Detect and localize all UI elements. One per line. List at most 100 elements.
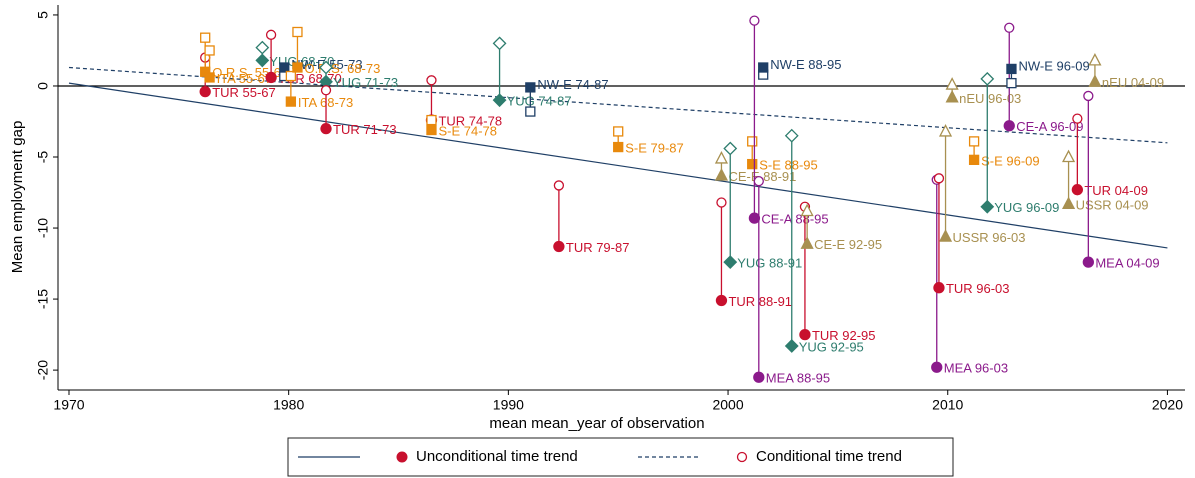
point: [747, 158, 758, 170]
point: [748, 212, 761, 224]
point: [980, 71, 995, 86]
point-label: YUG 74-87: [507, 94, 572, 109]
point-label: NW-E 88-95: [770, 57, 841, 72]
point: [1071, 184, 1084, 196]
point-label: NW-E 74-87: [537, 77, 608, 92]
point: [784, 128, 799, 143]
point-label: S-E 88-95: [759, 158, 818, 173]
point-label: MEA 88-95: [766, 371, 830, 386]
x-tick-label: 1970: [53, 397, 84, 413]
point: [255, 40, 270, 55]
point: [758, 62, 769, 73]
point-label: S-E 79-87: [625, 141, 684, 156]
point: [968, 136, 980, 147]
point-label: NW-E 96-09: [1018, 58, 1089, 73]
point-label: TUR 88-91: [728, 294, 792, 309]
x-tick-label: 1980: [273, 397, 304, 413]
point: [525, 82, 536, 93]
point: [204, 45, 215, 56]
point-label: CE-E 88-91: [728, 169, 796, 184]
point-label: nEU 96-03: [959, 91, 1021, 106]
point: [200, 32, 211, 43]
y-tick-label: 0: [35, 82, 51, 90]
point-label: S-E 96-09: [981, 153, 1040, 168]
trend-line: [68, 82, 1168, 249]
point-label: CE-A 88-95: [761, 212, 828, 227]
point: [800, 236, 814, 249]
point: [492, 36, 507, 51]
point: [800, 203, 814, 217]
point: [319, 60, 333, 75]
x-tick-label: 2010: [932, 397, 963, 413]
point: [945, 77, 959, 90]
y-tick-label: -10: [35, 218, 51, 238]
point: [204, 72, 215, 83]
point: [292, 62, 303, 73]
y-tick-label: -15: [35, 289, 51, 309]
point-label: TUR 55-67: [212, 85, 276, 100]
point-label: MEA 96-03: [944, 361, 1008, 376]
point: [945, 89, 959, 103]
point: [279, 62, 290, 73]
point: [553, 180, 565, 191]
point: [968, 154, 980, 166]
point-label: ITA 55-67: [217, 71, 272, 86]
point-label: nEU 04-09: [1102, 75, 1164, 90]
x-tick-label: 1990: [493, 397, 524, 413]
point: [553, 240, 565, 253]
point: [199, 86, 211, 98]
point: [714, 168, 729, 181]
point: [1061, 149, 1076, 163]
y-tick-label: -5: [35, 151, 51, 164]
point: [1088, 74, 1102, 87]
point-label: O.R.S. 68-73: [304, 61, 380, 76]
point: [938, 124, 953, 137]
point: [265, 29, 277, 40]
legend-box: [287, 437, 954, 477]
y-axis-title: Mean employment gap: [9, 121, 26, 274]
point: [747, 136, 758, 147]
y-tick-label: -20: [35, 360, 51, 380]
point: [525, 106, 536, 117]
point: [1003, 120, 1015, 132]
point: [1006, 77, 1017, 89]
legend-label: Unconditional time trend: [416, 448, 578, 465]
point: [285, 70, 297, 82]
point-label: YUG 96-09: [994, 200, 1059, 215]
point-label: TUR 74-78: [438, 114, 502, 129]
point: [931, 361, 943, 373]
point: [799, 328, 811, 341]
point-label: CE-A 96-09: [1016, 119, 1083, 134]
point: [1061, 196, 1076, 210]
point-label: USSR 96-03: [953, 230, 1026, 245]
point: [749, 15, 760, 26]
point: [1082, 256, 1094, 268]
point: [715, 294, 728, 307]
point: [426, 124, 437, 136]
point-label: TUR 96-03: [946, 281, 1010, 296]
point-label: YUG 92-95: [799, 339, 864, 354]
point: [292, 26, 303, 38]
legend-marker: [396, 451, 408, 463]
point-label: MEA 04-09: [1095, 256, 1159, 271]
point: [320, 85, 332, 96]
point: [255, 53, 270, 68]
point-label: YUG 88-91: [737, 256, 802, 271]
point-label: TUR 04-09: [1084, 183, 1148, 198]
point: [426, 114, 437, 126]
point: [714, 151, 729, 164]
point: [753, 176, 764, 187]
trend-line: [68, 66, 1168, 144]
legend-marker: [736, 451, 748, 463]
point-label: TUR 71-73: [333, 122, 397, 137]
point: [492, 93, 507, 108]
point-label: TUR 79-87: [566, 240, 630, 255]
point: [753, 371, 765, 383]
point: [933, 282, 945, 294]
point-label: YUG 71-73: [333, 75, 398, 90]
x-tick-label: 2020: [1152, 397, 1183, 413]
point: [1083, 90, 1094, 102]
point: [426, 75, 437, 86]
y-tick-label: 5: [35, 11, 51, 19]
